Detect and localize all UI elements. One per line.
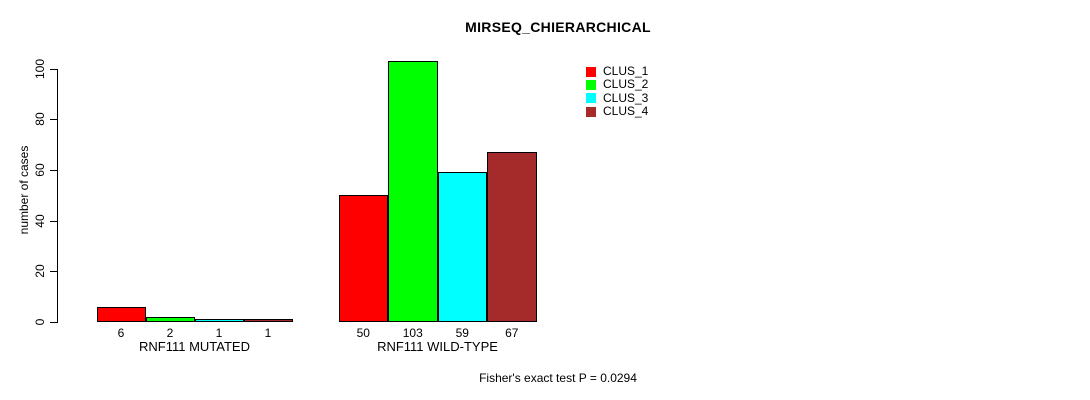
legend-swatch-icon bbox=[586, 93, 596, 104]
y-axis-tick-label: 20 bbox=[33, 264, 47, 278]
bar-clus_1-wildtype bbox=[338, 195, 388, 322]
legend: CLUS_1 CLUS_2 CLUS_3 CLUS_4 bbox=[586, 65, 648, 118]
legend-row: CLUS_4 bbox=[586, 105, 648, 118]
bar-clus_2-wildtype bbox=[388, 60, 438, 322]
bar-value-label: 6 bbox=[117, 326, 125, 340]
y-axis-tick bbox=[50, 322, 57, 323]
bar-value-label: 103 bbox=[402, 326, 423, 340]
footnote-text: Fisher's exact test P = 0.0294 bbox=[479, 371, 637, 385]
bar-value-label: 1 bbox=[264, 326, 272, 340]
bar-clus_3-mutated bbox=[194, 319, 244, 322]
y-axis-tick-label: 100 bbox=[33, 58, 47, 79]
y-axis-tick bbox=[50, 119, 57, 121]
y-axis-tick-label: 40 bbox=[33, 213, 47, 228]
bar-clus_4-wildtype bbox=[487, 152, 537, 322]
y-axis-tick bbox=[50, 220, 57, 222]
category-label: RNF111 WILD-TYPE bbox=[377, 339, 498, 354]
y-axis-tick bbox=[50, 68, 57, 70]
chart-title: MIRSEQ_CHIERARCHICAL bbox=[465, 19, 651, 35]
y-axis-tick-label: 60 bbox=[33, 163, 47, 177]
bar-clus_3-wildtype bbox=[437, 172, 487, 322]
y-axis-tick bbox=[50, 169, 57, 171]
bar-value-label: 67 bbox=[505, 326, 519, 340]
bar-clus_4-mutated bbox=[243, 319, 293, 322]
y-axis-tick bbox=[50, 271, 57, 273]
legend-label: CLUS_1 bbox=[603, 64, 649, 79]
y-axis-tick-label: 80 bbox=[33, 112, 47, 126]
bar-value-label: 2 bbox=[166, 326, 174, 340]
y-axis-line bbox=[57, 68, 58, 323]
legend-swatch-icon bbox=[586, 79, 596, 90]
legend-row: CLUS_1 bbox=[586, 65, 648, 78]
bar-value-label: 1 bbox=[215, 326, 223, 340]
legend-row: CLUS_3 bbox=[586, 90, 649, 105]
bar-clus_1-mutated bbox=[96, 306, 146, 322]
bar-value-label: 59 bbox=[455, 326, 469, 340]
bar-clus_2-mutated bbox=[145, 316, 195, 322]
y-axis-tick-label: 0 bbox=[33, 318, 47, 326]
category-label: RNF111 MUTATED bbox=[139, 339, 250, 354]
legend-label: CLUS_2 bbox=[603, 77, 649, 92]
bar-value-label: 50 bbox=[356, 326, 370, 340]
legend-swatch-icon bbox=[586, 106, 596, 117]
legend-row: CLUS_2 bbox=[586, 78, 648, 91]
legend-label: CLUS_4 bbox=[603, 104, 649, 119]
legend-swatch-icon bbox=[586, 66, 596, 77]
legend-label: CLUS_3 bbox=[603, 90, 649, 105]
y-axis-label: number of cases bbox=[17, 145, 31, 235]
